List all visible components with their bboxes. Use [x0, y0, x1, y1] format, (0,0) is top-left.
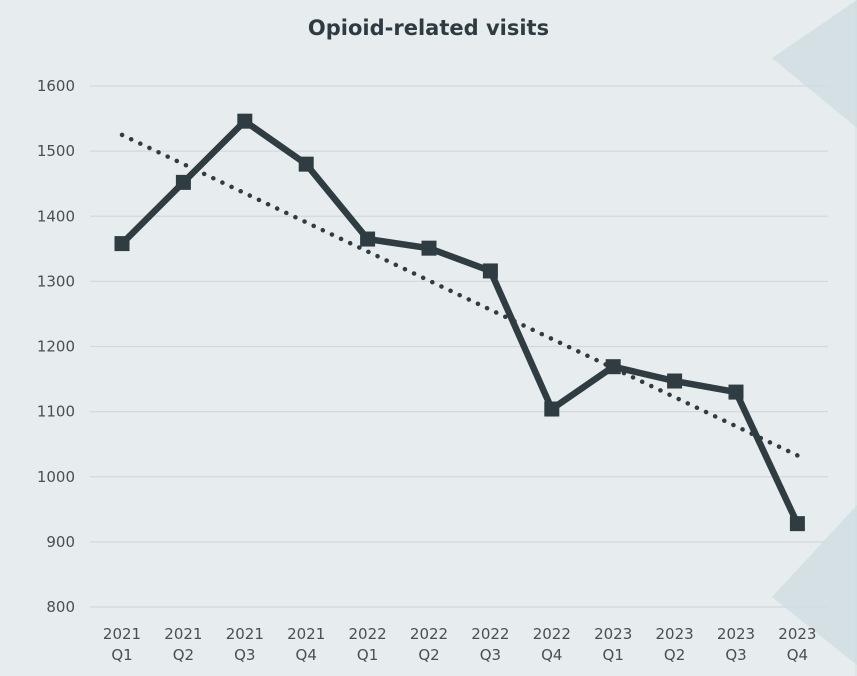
- x-tick-label-year: 2022: [533, 625, 571, 643]
- y-tick-label: 1000: [37, 468, 75, 486]
- y-tick-label: 1500: [37, 142, 75, 160]
- x-tick-label-quarter: Q1: [111, 646, 132, 664]
- x-tick-label-year: 2023: [717, 625, 755, 643]
- data-point: [667, 373, 683, 389]
- x-axis-ticks: 2021 Q1 2021 Q2 2021 Q3 2021 Q4 2022 Q1 2022 Q2 2022…: [103, 625, 817, 664]
- x-tick-label-year: 2021: [226, 625, 264, 643]
- chart-title: Opioid-related visits: [307, 16, 550, 40]
- data-point: [789, 516, 805, 532]
- x-tick-label-quarter: Q1: [357, 646, 378, 664]
- data-point: [114, 236, 130, 252]
- corner-decoration-top: [772, 0, 857, 128]
- x-tick-label-quarter: Q3: [725, 646, 746, 664]
- data-point: [298, 156, 314, 172]
- x-tick-label-quarter: Q4: [787, 646, 808, 664]
- x-tick-label-year: 2023: [656, 625, 694, 643]
- x-tick-label-quarter: Q4: [296, 646, 317, 664]
- trend-line: [119, 132, 800, 458]
- x-tick-label-quarter: Q2: [173, 646, 194, 664]
- corner-decoration-bottom: [772, 505, 857, 665]
- data-point: [544, 401, 560, 417]
- data-point: [421, 240, 437, 256]
- x-tick-label-year: 2021: [103, 625, 141, 643]
- x-tick-label-quarter: Q4: [541, 646, 562, 664]
- y-tick-label: 1200: [37, 338, 75, 356]
- y-tick-label: 1400: [37, 207, 75, 225]
- y-tick-label: 1300: [37, 272, 75, 290]
- x-tick-label-year: 2023: [778, 625, 816, 643]
- x-tick-label-quarter: Q2: [664, 646, 685, 664]
- y-tick-label: 800: [46, 598, 75, 616]
- x-tick-label-year: 2022: [471, 625, 509, 643]
- x-tick-label-quarter: Q3: [234, 646, 255, 664]
- data-point: [728, 384, 744, 400]
- series-line: [119, 117, 801, 526]
- data-point: [482, 263, 498, 279]
- data-point: [237, 113, 253, 129]
- series-path: [119, 117, 801, 526]
- trendline: [119, 132, 800, 458]
- x-tick-label-year: 2022: [410, 625, 448, 643]
- x-tick-label-year: 2022: [349, 625, 387, 643]
- y-tick-label: 900: [46, 533, 75, 551]
- x-tick-label-year: 2021: [287, 625, 325, 643]
- data-markers: [114, 113, 805, 532]
- x-tick-label-year: 2023: [594, 625, 632, 643]
- y-axis-ticks: 800 900 1000 1100 1200 1300 1400 1500 1600: [37, 77, 75, 616]
- x-tick-label-year: 2021: [164, 625, 202, 643]
- data-point: [360, 231, 376, 247]
- x-tick-label-quarter: Q1: [603, 646, 624, 664]
- data-point: [175, 174, 191, 190]
- data-point: [605, 359, 621, 375]
- frame-edge: [855, 0, 857, 676]
- y-tick-label: 1600: [37, 77, 75, 95]
- x-tick-label-quarter: Q2: [418, 646, 439, 664]
- x-tick-label-quarter: Q3: [480, 646, 501, 664]
- y-tick-label: 1100: [37, 403, 75, 421]
